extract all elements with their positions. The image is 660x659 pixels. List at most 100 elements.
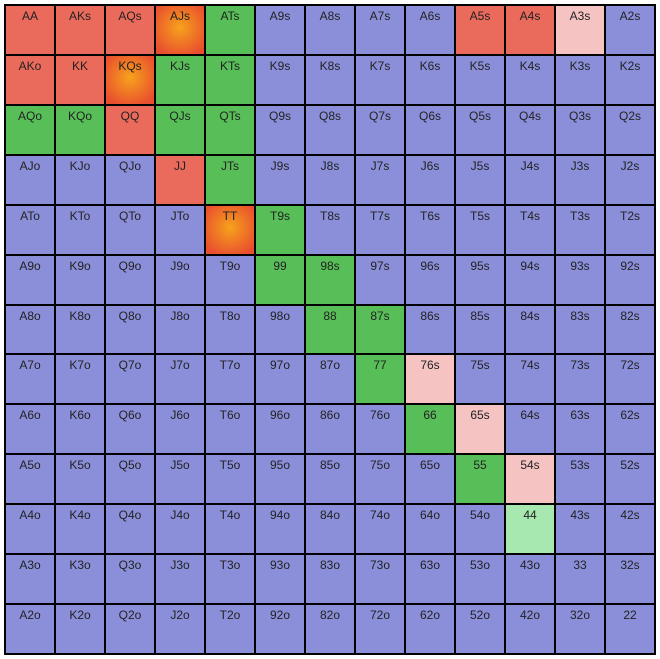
hand-cell-88[interactable]: 88 xyxy=(305,305,355,355)
hand-cell-AKs[interactable]: AKs xyxy=(55,5,105,55)
hand-cell-52s[interactable]: 52s xyxy=(605,454,655,504)
hand-cell-98s[interactable]: 98s xyxy=(305,255,355,305)
hand-cell-55[interactable]: 55 xyxy=(455,454,505,504)
hand-cell-63s[interactable]: 63s xyxy=(555,404,605,454)
hand-cell-KK[interactable]: KK xyxy=(55,55,105,105)
hand-cell-32o[interactable]: 32o xyxy=(555,604,605,654)
hand-cell-42s[interactable]: 42s xyxy=(605,504,655,554)
hand-cell-43s[interactable]: 43s xyxy=(555,504,605,554)
hand-cell-K3s[interactable]: K3s xyxy=(555,55,605,105)
hand-cell-AQo[interactable]: AQo xyxy=(5,105,55,155)
hand-cell-K9s[interactable]: K9s xyxy=(255,55,305,105)
hand-cell-K4s[interactable]: K4s xyxy=(505,55,555,105)
hand-cell-62o[interactable]: 62o xyxy=(405,604,455,654)
hand-cell-42o[interactable]: 42o xyxy=(505,604,555,654)
hand-cell-87o[interactable]: 87o xyxy=(305,354,355,404)
hand-cell-94s[interactable]: 94s xyxy=(505,255,555,305)
hand-cell-J7o[interactable]: J7o xyxy=(155,354,205,404)
hand-cell-Q3s[interactable]: Q3s xyxy=(555,105,605,155)
hand-cell-A6o[interactable]: A6o xyxy=(5,404,55,454)
hand-cell-QTs[interactable]: QTs xyxy=(205,105,255,155)
hand-cell-T7o[interactable]: T7o xyxy=(205,354,255,404)
hand-cell-86s[interactable]: 86s xyxy=(405,305,455,355)
hand-cell-Q6o[interactable]: Q6o xyxy=(105,404,155,454)
hand-cell-54o[interactable]: 54o xyxy=(455,504,505,554)
hand-cell-AQs[interactable]: AQs xyxy=(105,5,155,55)
hand-cell-98o[interactable]: 98o xyxy=(255,305,305,355)
hand-cell-T5s[interactable]: T5s xyxy=(455,205,505,255)
hand-cell-43o[interactable]: 43o xyxy=(505,554,555,604)
hand-cell-ATo[interactable]: ATo xyxy=(5,205,55,255)
hand-cell-73s[interactable]: 73s xyxy=(555,354,605,404)
hand-cell-K8s[interactable]: K8s xyxy=(305,55,355,105)
hand-cell-86o[interactable]: 86o xyxy=(305,404,355,454)
hand-cell-74o[interactable]: 74o xyxy=(355,504,405,554)
hand-cell-A9o[interactable]: A9o xyxy=(5,255,55,305)
hand-cell-J5o[interactable]: J5o xyxy=(155,454,205,504)
hand-cell-J3o[interactable]: J3o xyxy=(155,554,205,604)
hand-cell-J4s[interactable]: J4s xyxy=(505,155,555,205)
hand-cell-82o[interactable]: 82o xyxy=(305,604,355,654)
hand-cell-K9o[interactable]: K9o xyxy=(55,255,105,305)
hand-cell-92s[interactable]: 92s xyxy=(605,255,655,305)
hand-cell-22[interactable]: 22 xyxy=(605,604,655,654)
hand-cell-94o[interactable]: 94o xyxy=(255,504,305,554)
hand-cell-A3o[interactable]: A3o xyxy=(5,554,55,604)
hand-cell-T4o[interactable]: T4o xyxy=(205,504,255,554)
hand-cell-93s[interactable]: 93s xyxy=(555,255,605,305)
hand-cell-T2s[interactable]: T2s xyxy=(605,205,655,255)
hand-cell-Q6s[interactable]: Q6s xyxy=(405,105,455,155)
hand-cell-T4s[interactable]: T4s xyxy=(505,205,555,255)
hand-cell-T5o[interactable]: T5o xyxy=(205,454,255,504)
hand-cell-J7s[interactable]: J7s xyxy=(355,155,405,205)
hand-cell-QJo[interactable]: QJo xyxy=(105,155,155,205)
hand-cell-A4o[interactable]: A4o xyxy=(5,504,55,554)
hand-cell-AA[interactable]: AA xyxy=(5,5,55,55)
hand-cell-97o[interactable]: 97o xyxy=(255,354,305,404)
hand-cell-65o[interactable]: 65o xyxy=(405,454,455,504)
hand-cell-T6o[interactable]: T6o xyxy=(205,404,255,454)
hand-cell-Q4s[interactable]: Q4s xyxy=(505,105,555,155)
hand-cell-A4s[interactable]: A4s xyxy=(505,5,555,55)
hand-cell-72o[interactable]: 72o xyxy=(355,604,405,654)
hand-cell-T8s[interactable]: T8s xyxy=(305,205,355,255)
hand-cell-73o[interactable]: 73o xyxy=(355,554,405,604)
hand-cell-A2s[interactable]: A2s xyxy=(605,5,655,55)
hand-cell-97s[interactable]: 97s xyxy=(355,255,405,305)
hand-cell-KTs[interactable]: KTs xyxy=(205,55,255,105)
hand-cell-K2o[interactable]: K2o xyxy=(55,604,105,654)
hand-cell-AKo[interactable]: AKo xyxy=(5,55,55,105)
hand-cell-65s[interactable]: 65s xyxy=(455,404,505,454)
hand-cell-J6o[interactable]: J6o xyxy=(155,404,205,454)
hand-cell-K6s[interactable]: K6s xyxy=(405,55,455,105)
hand-cell-A8o[interactable]: A8o xyxy=(5,305,55,355)
hand-cell-84s[interactable]: 84s xyxy=(505,305,555,355)
hand-cell-J8o[interactable]: J8o xyxy=(155,305,205,355)
hand-cell-96o[interactable]: 96o xyxy=(255,404,305,454)
hand-cell-75o[interactable]: 75o xyxy=(355,454,405,504)
hand-cell-95o[interactable]: 95o xyxy=(255,454,305,504)
hand-cell-AJo[interactable]: AJo xyxy=(5,155,55,205)
hand-cell-54s[interactable]: 54s xyxy=(505,454,555,504)
hand-cell-53s[interactable]: 53s xyxy=(555,454,605,504)
hand-cell-K8o[interactable]: K8o xyxy=(55,305,105,355)
hand-cell-82s[interactable]: 82s xyxy=(605,305,655,355)
hand-cell-63o[interactable]: 63o xyxy=(405,554,455,604)
hand-cell-KQo[interactable]: KQo xyxy=(55,105,105,155)
hand-cell-A8s[interactable]: A8s xyxy=(305,5,355,55)
hand-cell-64s[interactable]: 64s xyxy=(505,404,555,454)
hand-cell-Q9o[interactable]: Q9o xyxy=(105,255,155,305)
hand-cell-33[interactable]: 33 xyxy=(555,554,605,604)
hand-cell-T2o[interactable]: T2o xyxy=(205,604,255,654)
hand-cell-85o[interactable]: 85o xyxy=(305,454,355,504)
hand-cell-Q2s[interactable]: Q2s xyxy=(605,105,655,155)
hand-cell-99[interactable]: 99 xyxy=(255,255,305,305)
hand-cell-K4o[interactable]: K4o xyxy=(55,504,105,554)
hand-cell-93o[interactable]: 93o xyxy=(255,554,305,604)
hand-cell-Q8s[interactable]: Q8s xyxy=(305,105,355,155)
hand-cell-QTo[interactable]: QTo xyxy=(105,205,155,255)
hand-cell-76s[interactable]: 76s xyxy=(405,354,455,404)
hand-cell-J6s[interactable]: J6s xyxy=(405,155,455,205)
hand-cell-KQs[interactable]: KQs xyxy=(105,55,155,105)
hand-cell-83o[interactable]: 83o xyxy=(305,554,355,604)
